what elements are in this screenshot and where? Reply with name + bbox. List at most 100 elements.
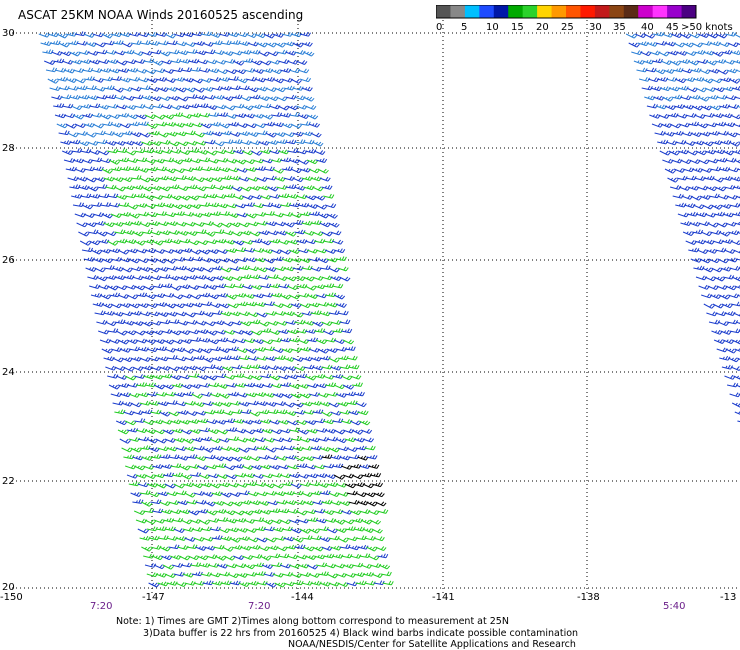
wind-barb (188, 148, 200, 153)
wind-barb (207, 429, 220, 435)
wind-barb (101, 168, 113, 174)
wind-barb (299, 528, 311, 534)
wind-barb (312, 500, 324, 505)
wind-barb (108, 68, 121, 74)
wind-barb (161, 509, 173, 515)
wind-barb (193, 402, 205, 408)
wind-barb (243, 564, 256, 570)
wind-barb (676, 50, 688, 56)
wind-barb (177, 50, 189, 56)
wind-barb (317, 348, 329, 354)
wind-barb (143, 58, 155, 63)
wind-barb (94, 42, 106, 48)
wind-barb (128, 437, 141, 442)
wind-barb (267, 51, 279, 57)
wind-barb (103, 222, 115, 228)
wind-barb (224, 149, 236, 155)
wind-barb (368, 510, 380, 516)
wind-barb (305, 509, 317, 515)
wind-barb (324, 428, 337, 434)
wind-barb (701, 141, 714, 147)
wind-barb (153, 202, 166, 208)
wind-barb (350, 374, 362, 380)
wind-barb (99, 202, 112, 207)
wind-barb (312, 321, 324, 327)
wind-barb (218, 393, 230, 399)
wind-barb (250, 60, 263, 66)
wind-barb (206, 105, 218, 110)
wind-barb (718, 294, 731, 300)
wind-barb (308, 302, 320, 308)
wind-barb (297, 429, 310, 435)
wind-barb (121, 267, 133, 273)
wind-barb (157, 266, 169, 272)
wind-barb (633, 59, 646, 65)
wind-barb (288, 294, 301, 300)
wind-barb (116, 194, 128, 200)
wind-barb (272, 122, 284, 128)
wind-barb (225, 203, 238, 209)
wind-barb (686, 150, 698, 156)
colorbar-tick-label: 40 (641, 22, 654, 33)
wind-barb (693, 140, 705, 146)
wind-barb (177, 96, 189, 102)
wind-barb (40, 41, 52, 46)
wind-barb (312, 409, 324, 414)
wind-barb (685, 51, 697, 57)
time-label-3: 5:40 (663, 601, 685, 612)
wind-barb (243, 473, 256, 478)
wind-barb (700, 231, 713, 237)
wind-barb (182, 302, 195, 308)
wind-barb (142, 330, 155, 336)
wind-barb (60, 140, 72, 145)
wind-barb (243, 113, 256, 119)
wind-barb (85, 177, 97, 183)
wind-barb (678, 122, 691, 128)
wind-barb (132, 94, 144, 100)
wind-barb (135, 338, 148, 344)
wind-barb (725, 285, 737, 291)
wind-barb (241, 510, 254, 516)
wind-barb (269, 553, 281, 559)
wind-barb (671, 158, 683, 164)
wind-barb (722, 212, 735, 218)
wind-barb (254, 77, 267, 83)
wind-barb (247, 491, 259, 497)
wind-barb (362, 528, 374, 533)
wind-barb (664, 105, 676, 111)
wind-barb (211, 131, 223, 137)
wind-barb (245, 213, 257, 219)
wind-barb (297, 383, 310, 389)
wind-barb (151, 60, 164, 66)
wind-barb (243, 159, 256, 165)
wind-barb (137, 32, 150, 38)
wind-barb (677, 212, 690, 218)
wind-barb (187, 195, 200, 201)
wind-barb (728, 141, 740, 147)
wind-barb (344, 483, 356, 489)
wind-barb (375, 546, 387, 552)
wind-barb (195, 545, 207, 551)
wind-barb (180, 384, 193, 390)
wind-barb (712, 113, 724, 118)
wind-barb (119, 392, 132, 398)
wind-barb (139, 445, 151, 450)
wind-barb (294, 456, 306, 462)
wind-barb (362, 437, 375, 443)
wind-barb (180, 429, 193, 435)
colorbar-swatch (508, 5, 524, 18)
wind-barb (173, 303, 185, 309)
wind-barb (261, 114, 274, 120)
wind-barb (303, 51, 315, 57)
wind-barb (287, 329, 299, 335)
wind-barb (110, 166, 122, 172)
wind-barb (240, 321, 252, 327)
wind-barb (278, 329, 290, 334)
wind-barb (679, 33, 692, 39)
wind-barb (290, 123, 302, 129)
wind-barb (306, 517, 319, 522)
wind-barb (306, 473, 319, 479)
wind-barb (96, 276, 108, 282)
wind-barb (304, 375, 317, 381)
wind-barb (348, 364, 360, 370)
